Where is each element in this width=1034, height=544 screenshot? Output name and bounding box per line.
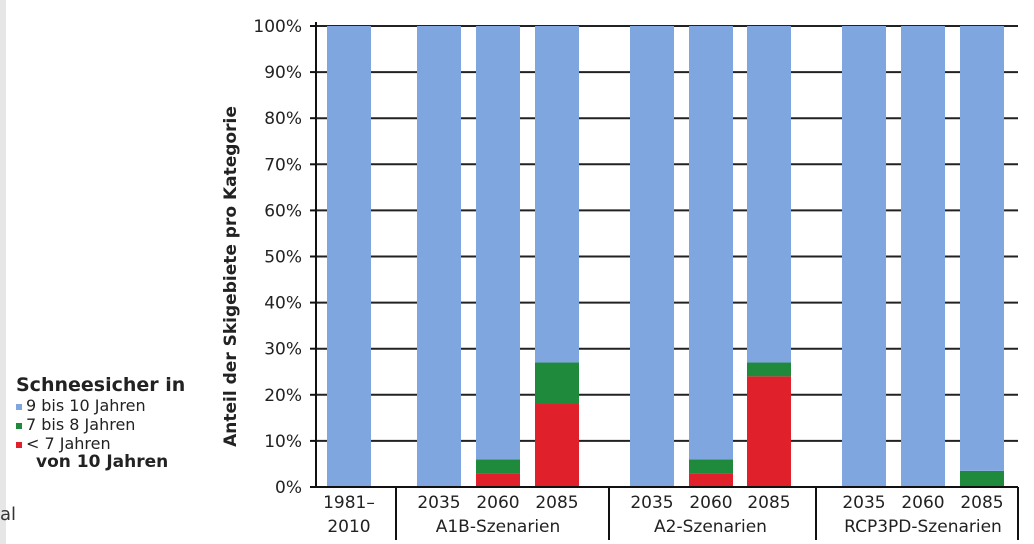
x-tick-label: 2085	[747, 493, 790, 513]
legend-title: Schneesicher in	[16, 374, 206, 396]
bar-segment-green	[960, 471, 1004, 487]
bar-segment-green	[689, 459, 733, 473]
legend-swatch-red	[16, 442, 22, 448]
legend-swatch-green	[16, 423, 22, 429]
bar-segment-blue	[747, 26, 791, 363]
group-label: A2-Szenarien	[654, 517, 767, 537]
legend-item-label: < 7 Jahren	[26, 434, 111, 453]
bar-segment-blue	[901, 26, 945, 487]
bar-segment-green	[476, 459, 520, 473]
group-label: A1B-Szenarien	[436, 517, 561, 537]
bar-segment-blue	[842, 26, 886, 487]
bar-segment-red	[747, 376, 791, 487]
legend-swatch-blue	[16, 404, 22, 410]
legend-footer: von 10 Jahren	[16, 453, 206, 472]
legend-item-label: 9 bis 10 Jahren	[26, 396, 146, 415]
y-tick-label: 80%	[264, 109, 302, 129]
y-tick-label: 90%	[264, 63, 302, 83]
bar-segment-green	[535, 363, 579, 404]
y-tick-label: 30%	[264, 340, 302, 360]
bar-segment-blue	[630, 26, 674, 487]
bar-segment-blue	[535, 26, 579, 363]
y-tick-label: 20%	[264, 386, 302, 406]
bar-segment-blue	[960, 26, 1004, 471]
y-tick-label: 40%	[264, 294, 302, 314]
legend-item-7-8: 7 bis 8 Jahren	[16, 415, 206, 434]
x-tick-label: 2060	[476, 493, 519, 513]
legend-item-9-10: 9 bis 10 Jahren	[16, 396, 206, 415]
stray-text: al	[0, 504, 16, 525]
y-tick-label: 100%	[253, 17, 302, 37]
y-tick-label: 60%	[264, 201, 302, 221]
legend-item-label: 7 bis 8 Jahren	[26, 415, 135, 434]
bar-segment-blue	[476, 26, 520, 459]
x-tick-label: 2035	[630, 493, 673, 513]
y-tick-label: 10%	[264, 432, 302, 452]
bar-segment-red	[689, 473, 733, 487]
x-tick-label: 2085	[960, 493, 1003, 513]
y-tick-label: 50%	[264, 248, 302, 268]
bar-segment-red	[535, 404, 579, 487]
y-tick-label: 0%	[275, 478, 302, 498]
y-tick-label: 70%	[264, 155, 302, 175]
legend-item-under-7: < 7 Jahren	[16, 434, 206, 453]
x-tick-label: 2035	[417, 493, 460, 513]
legend: Schneesicher in 9 bis 10 Jahren 7 bis 8 …	[16, 374, 206, 472]
x-tick-label: 2060	[689, 493, 732, 513]
y-axis-title: Anteil der Skigebiete pro Kategorie	[221, 106, 241, 447]
bar-segment-blue	[417, 26, 461, 487]
bar-segment-blue	[689, 26, 733, 459]
bar-segment-green	[747, 363, 791, 377]
group-label: 2010	[327, 517, 370, 537]
x-tick-label: 2060	[901, 493, 944, 513]
x-tick-label: 2085	[535, 493, 578, 513]
group-label-line1: 1981–	[323, 493, 375, 513]
bar-segment-blue	[327, 26, 371, 487]
bar-segment-red	[476, 473, 520, 487]
x-tick-label: 2035	[842, 493, 885, 513]
group-label: RCP3PD-Szenarien	[844, 517, 1002, 537]
